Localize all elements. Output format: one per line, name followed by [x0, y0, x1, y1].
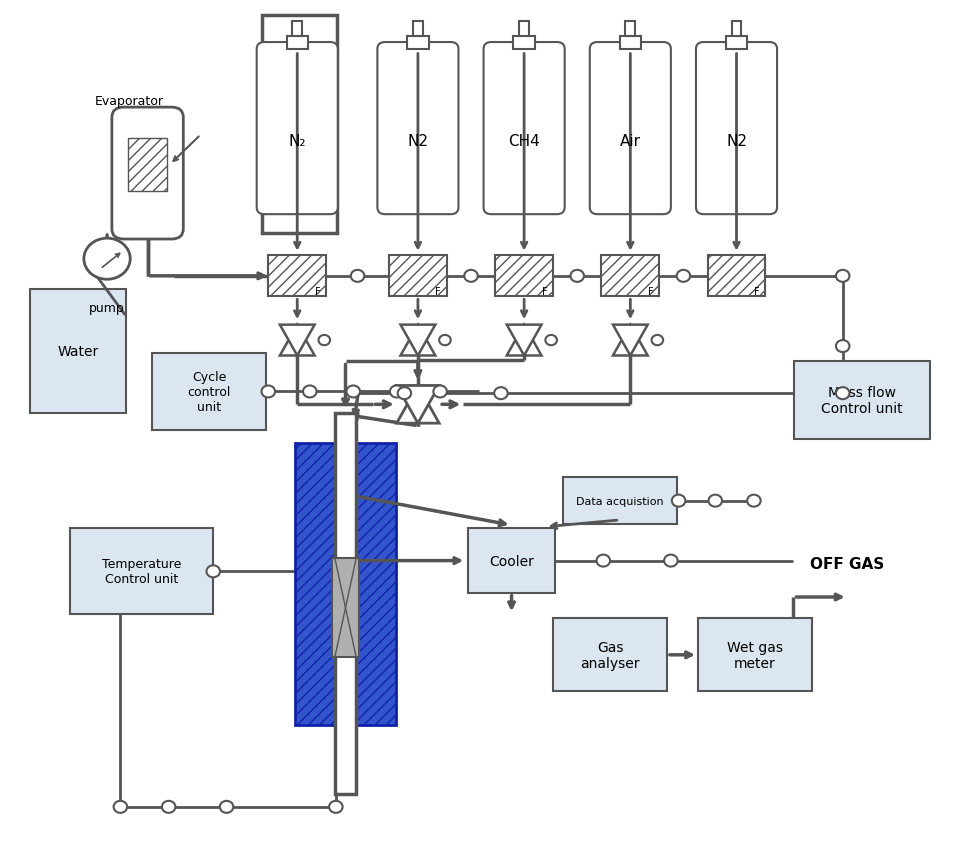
Circle shape: [219, 801, 233, 813]
FancyBboxPatch shape: [112, 108, 184, 239]
Circle shape: [207, 566, 220, 578]
Polygon shape: [613, 325, 648, 356]
Text: Cooler: Cooler: [489, 554, 534, 568]
Bar: [30, 289, 126, 413]
Bar: [794, 362, 929, 439]
Text: Temperature
Control unit: Temperature Control unit: [102, 558, 182, 585]
Bar: [619, 37, 641, 50]
Bar: [563, 478, 677, 524]
Text: Wet gas
meter: Wet gas meter: [727, 640, 783, 670]
Bar: [601, 256, 659, 297]
Text: N2: N2: [408, 134, 428, 149]
Circle shape: [747, 495, 760, 507]
Text: CH4: CH4: [508, 134, 540, 149]
Circle shape: [464, 270, 478, 282]
Circle shape: [672, 495, 686, 507]
Circle shape: [433, 386, 447, 398]
Bar: [70, 529, 214, 615]
Text: OFF GAS: OFF GAS: [811, 557, 885, 572]
Text: Gas
analyser: Gas analyser: [581, 640, 640, 670]
Text: F: F: [315, 287, 320, 297]
Bar: [389, 256, 447, 297]
Bar: [128, 139, 167, 192]
Bar: [468, 529, 555, 593]
Text: Evaporator: Evaporator: [94, 95, 163, 108]
Bar: [553, 619, 667, 691]
Bar: [295, 443, 396, 726]
Bar: [335, 413, 356, 794]
Bar: [514, 37, 535, 50]
Circle shape: [836, 341, 850, 353]
Polygon shape: [507, 325, 542, 356]
Circle shape: [347, 386, 360, 398]
Text: N2: N2: [726, 134, 747, 149]
FancyBboxPatch shape: [484, 43, 565, 215]
Bar: [152, 354, 266, 430]
Text: Air: Air: [619, 134, 641, 149]
Circle shape: [398, 387, 411, 400]
Bar: [726, 37, 747, 50]
Polygon shape: [613, 325, 648, 356]
Polygon shape: [397, 386, 439, 424]
Circle shape: [652, 336, 663, 346]
Bar: [732, 22, 741, 37]
Text: F: F: [542, 287, 548, 297]
Polygon shape: [280, 325, 315, 356]
Circle shape: [836, 387, 850, 400]
Bar: [519, 22, 529, 37]
Circle shape: [303, 386, 317, 398]
Polygon shape: [507, 325, 542, 356]
Text: F: F: [753, 287, 759, 297]
Circle shape: [570, 270, 584, 282]
Bar: [708, 256, 765, 297]
Text: Water: Water: [57, 344, 99, 358]
Bar: [495, 256, 553, 297]
Bar: [292, 22, 302, 37]
Circle shape: [836, 270, 850, 282]
FancyBboxPatch shape: [589, 43, 671, 215]
Circle shape: [494, 387, 508, 400]
Circle shape: [318, 336, 330, 346]
Circle shape: [546, 336, 557, 346]
Bar: [286, 37, 308, 50]
Circle shape: [439, 336, 451, 346]
FancyBboxPatch shape: [256, 43, 338, 215]
Text: Mass flow
Control unit: Mass flow Control unit: [821, 386, 903, 416]
Bar: [413, 22, 422, 37]
Circle shape: [162, 801, 176, 813]
Circle shape: [390, 386, 403, 398]
Polygon shape: [401, 325, 435, 356]
Circle shape: [114, 801, 127, 813]
Polygon shape: [280, 325, 315, 356]
Circle shape: [329, 801, 343, 813]
Polygon shape: [397, 386, 439, 424]
Circle shape: [261, 386, 275, 398]
Circle shape: [351, 270, 364, 282]
Text: Data acquistion: Data acquistion: [576, 496, 663, 506]
Bar: [698, 619, 812, 691]
FancyBboxPatch shape: [378, 43, 458, 215]
Text: F: F: [435, 287, 441, 297]
FancyBboxPatch shape: [696, 43, 777, 215]
Bar: [268, 256, 326, 297]
Text: N₂: N₂: [288, 134, 306, 149]
Bar: [332, 559, 359, 657]
Bar: [261, 15, 337, 233]
Circle shape: [664, 555, 678, 567]
Circle shape: [709, 495, 722, 507]
Text: Cycle
control
unit: Cycle control unit: [187, 370, 231, 413]
Polygon shape: [401, 325, 435, 356]
Circle shape: [596, 555, 610, 567]
Bar: [407, 37, 428, 50]
Bar: [625, 22, 635, 37]
Circle shape: [677, 270, 690, 282]
Circle shape: [84, 238, 130, 280]
Text: F: F: [648, 287, 653, 297]
Text: pump: pump: [89, 301, 125, 314]
